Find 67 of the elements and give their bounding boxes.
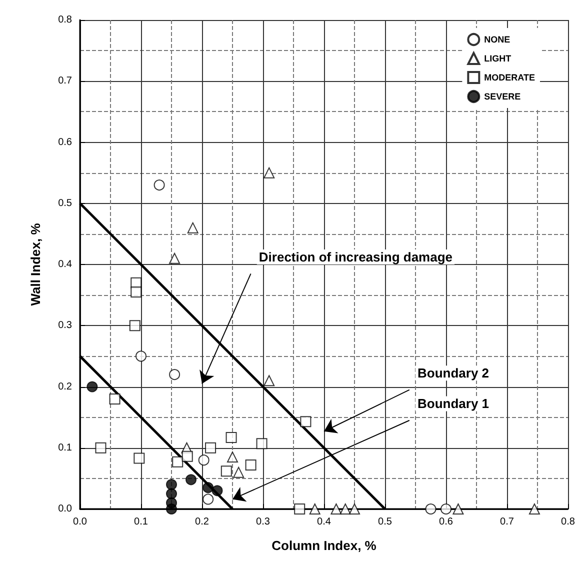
x-tick-label: 0.4: [317, 516, 332, 528]
point: [233, 466, 244, 478]
point: [109, 393, 120, 404]
point: [226, 432, 237, 443]
point: [95, 442, 106, 454]
point: [245, 459, 256, 470]
point: [349, 504, 360, 514]
legend-label: SEVERE: [484, 92, 521, 102]
y-axis-title: Wall Index, %: [28, 222, 43, 306]
legend-label: MODERATE: [484, 72, 536, 82]
point: [134, 452, 145, 464]
x-tick-label: 0.1: [134, 516, 148, 528]
point: [172, 456, 184, 468]
point: [205, 442, 216, 454]
y-tick-label: 0.5: [58, 198, 72, 209]
point: [198, 454, 210, 466]
x-tick-label: 0.5: [378, 516, 392, 528]
x-tick-label: 0.0: [73, 516, 88, 528]
x-tick-label: 0.6: [439, 516, 454, 528]
x-tick-label: 0.3: [256, 516, 270, 528]
point: [330, 504, 342, 514]
point: [220, 466, 232, 477]
y-tick-label: 0.2: [58, 381, 72, 392]
point: [182, 450, 193, 462]
point: [169, 369, 180, 380]
point: [186, 474, 197, 486]
point: [202, 494, 214, 505]
point: [264, 375, 275, 386]
point: [309, 504, 320, 514]
legend-label: LIGHT: [484, 54, 512, 64]
point: [227, 452, 238, 463]
y-tick-label: 0.3: [58, 320, 72, 332]
point: [212, 485, 223, 496]
y-tick-label: 0.6: [58, 136, 72, 148]
point: [294, 504, 306, 514]
point: [452, 504, 464, 514]
point: [256, 438, 268, 450]
y-tick-label: 0.0: [58, 504, 72, 514]
point: [264, 167, 275, 178]
point: [300, 416, 312, 428]
y-tick-label: 0.4: [58, 259, 72, 270]
point: [425, 504, 436, 514]
annotation: Boundary 1: [418, 396, 490, 412]
y-tick-label: 0.8: [58, 14, 72, 26]
point: [154, 180, 165, 191]
point: [166, 488, 177, 500]
point: [129, 320, 140, 332]
point: [136, 350, 146, 362]
x-tick-label: 0.7: [500, 516, 514, 528]
annotation: Direction of increasing damage: [258, 250, 453, 264]
point: [340, 504, 351, 514]
x-axis-title: Column Index, %: [272, 538, 377, 553]
point: [528, 504, 540, 514]
point: [202, 482, 214, 494]
point: [86, 381, 98, 392]
x-tick-label: 0.8: [561, 516, 576, 528]
point: [169, 252, 180, 264]
y-tick-label: 0.1: [58, 442, 72, 454]
legend-label: NONE: [484, 34, 510, 44]
point: [130, 286, 142, 298]
point: [166, 504, 177, 514]
annotation: Boundary 2: [418, 366, 490, 381]
point: [187, 222, 198, 234]
point: [166, 479, 177, 490]
point: [440, 504, 452, 514]
x-tick-label: 0.2: [195, 516, 210, 528]
y-tick-label: 0.7: [58, 76, 72, 87]
